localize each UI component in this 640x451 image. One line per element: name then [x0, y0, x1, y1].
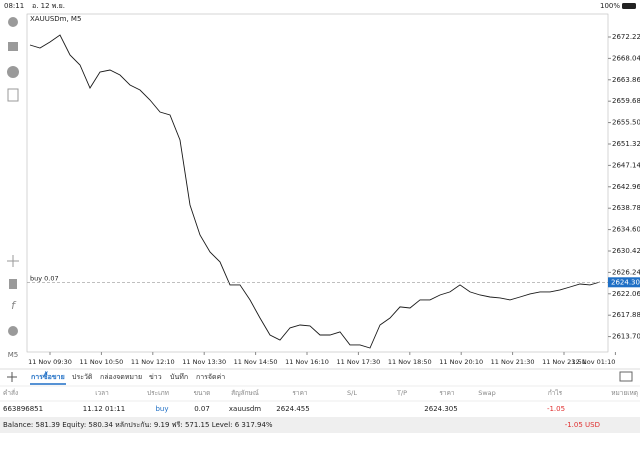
- y-tick-label: 2663.860: [612, 76, 640, 84]
- table-cell: 663896851: [3, 405, 43, 413]
- table-cell: 0.07: [194, 405, 210, 413]
- table-cell: buy: [155, 405, 168, 413]
- x-tick-label: 11 Nov 10:50: [79, 358, 123, 366]
- crosshair-icon[interactable]: [7, 255, 19, 267]
- position-label: buy 0.07: [30, 274, 59, 282]
- battery-icon: [622, 3, 636, 9]
- y-tick-label: 2622.060: [612, 290, 640, 298]
- column-header: ราคา: [292, 389, 307, 397]
- table-cell: -1.05: [547, 405, 565, 413]
- summary-text: Balance: 581.39 Equity: 580.34 หลักประกั…: [3, 421, 273, 429]
- column-header: ประเภท: [147, 389, 169, 397]
- y-tick-label: 2634.600: [612, 226, 640, 234]
- table-cell: 2624.455: [276, 405, 309, 413]
- chart-frame: [26, 13, 609, 353]
- y-tick-label: 2613.700: [612, 333, 640, 341]
- status-battery: 100%: [600, 2, 620, 10]
- current-price-label: 2624.305: [611, 278, 640, 286]
- chart-symbol: XAUUSDm, M5: [30, 15, 81, 23]
- table-cell: 2624.305: [424, 405, 457, 413]
- x-tick-label: 11 Nov 21:30: [491, 358, 535, 366]
- x-tick-label: 11 Nov 14:50: [234, 358, 278, 366]
- tab[interactable]: ข่าว: [149, 373, 162, 381]
- tab[interactable]: การซื้อขาย: [31, 370, 65, 381]
- candle-icon[interactable]: [9, 279, 17, 289]
- price-line-series: [29, 34, 601, 349]
- status-time: 08:11: [4, 2, 24, 10]
- tab[interactable]: ประวัติ: [72, 373, 93, 381]
- y-tick-label: 2638.780: [612, 204, 640, 212]
- tab[interactable]: การจัดค่า: [196, 373, 225, 381]
- y-tick-label: 2617.880: [612, 311, 640, 319]
- y-tick-label: 2642.960: [612, 183, 640, 191]
- account-icon[interactable]: [8, 17, 18, 27]
- y-tick-label: 2647.140: [612, 161, 640, 169]
- x-tick-label: 11 Nov 09:30: [28, 358, 72, 366]
- column-header: ราคา: [439, 389, 454, 397]
- column-header: S/L: [347, 389, 357, 397]
- column-header: เวลา: [95, 389, 109, 397]
- status-date: อ. 12 พ.ย.: [32, 2, 65, 10]
- tab[interactable]: กล่องจดหมาย: [100, 373, 142, 381]
- chat-icon[interactable]: [7, 66, 19, 78]
- x-tick-label: 11 Nov 18:50: [388, 358, 432, 366]
- table-cell: 11.12 01:11: [83, 405, 125, 413]
- y-tick-label: 2659.680: [612, 97, 640, 105]
- y-tick-label: 2630.420: [612, 247, 640, 255]
- column-header: T/P: [396, 389, 407, 397]
- x-tick-label: 11 Nov 20:10: [439, 358, 483, 366]
- summary-profit: -1.05 USD: [565, 421, 600, 429]
- y-tick-label: 2651.320: [612, 140, 640, 148]
- add-button[interactable]: [7, 372, 17, 382]
- table-cell: xauusdm: [229, 405, 261, 413]
- timeframe[interactable]: M5: [8, 351, 19, 359]
- x-tick-label: 12 Nov 01:10: [572, 358, 616, 366]
- column-header: กำไร: [548, 389, 563, 397]
- y-tick-label: 2626.240: [612, 268, 640, 276]
- new-order-icon[interactable]: [7, 88, 19, 102]
- column-header: หมายเหตุ: [611, 389, 638, 397]
- y-tick-label: 2655.500: [612, 119, 640, 127]
- column-header: สัญลักษณ์: [231, 389, 259, 397]
- x-tick-label: 11 Nov 13:30: [182, 358, 226, 366]
- summary-bar: [0, 417, 640, 433]
- indicator-icon[interactable]: f: [11, 299, 17, 312]
- y-tick-label: 2672.220: [612, 33, 640, 41]
- x-tick-label: 11 Nov 23:51: [542, 358, 586, 366]
- objects-icon[interactable]: [8, 326, 18, 336]
- column-header: ขนาด: [194, 389, 211, 397]
- current-price-box: [608, 277, 640, 288]
- y-tick-label: 2668.040: [612, 54, 640, 62]
- left-toolbar: f M5: [7, 17, 19, 359]
- x-tick-label: 11 Nov 16:10: [285, 358, 329, 366]
- layout-icon[interactable]: [619, 371, 633, 382]
- column-header: คำสั่ง: [3, 388, 18, 397]
- x-tick-label: 11 Nov 12:10: [131, 358, 175, 366]
- column-header: Swap: [478, 389, 496, 397]
- tab[interactable]: บันทึก: [170, 372, 188, 381]
- trade-icon[interactable]: [8, 42, 18, 51]
- x-tick-label: 11 Nov 17:30: [336, 358, 380, 366]
